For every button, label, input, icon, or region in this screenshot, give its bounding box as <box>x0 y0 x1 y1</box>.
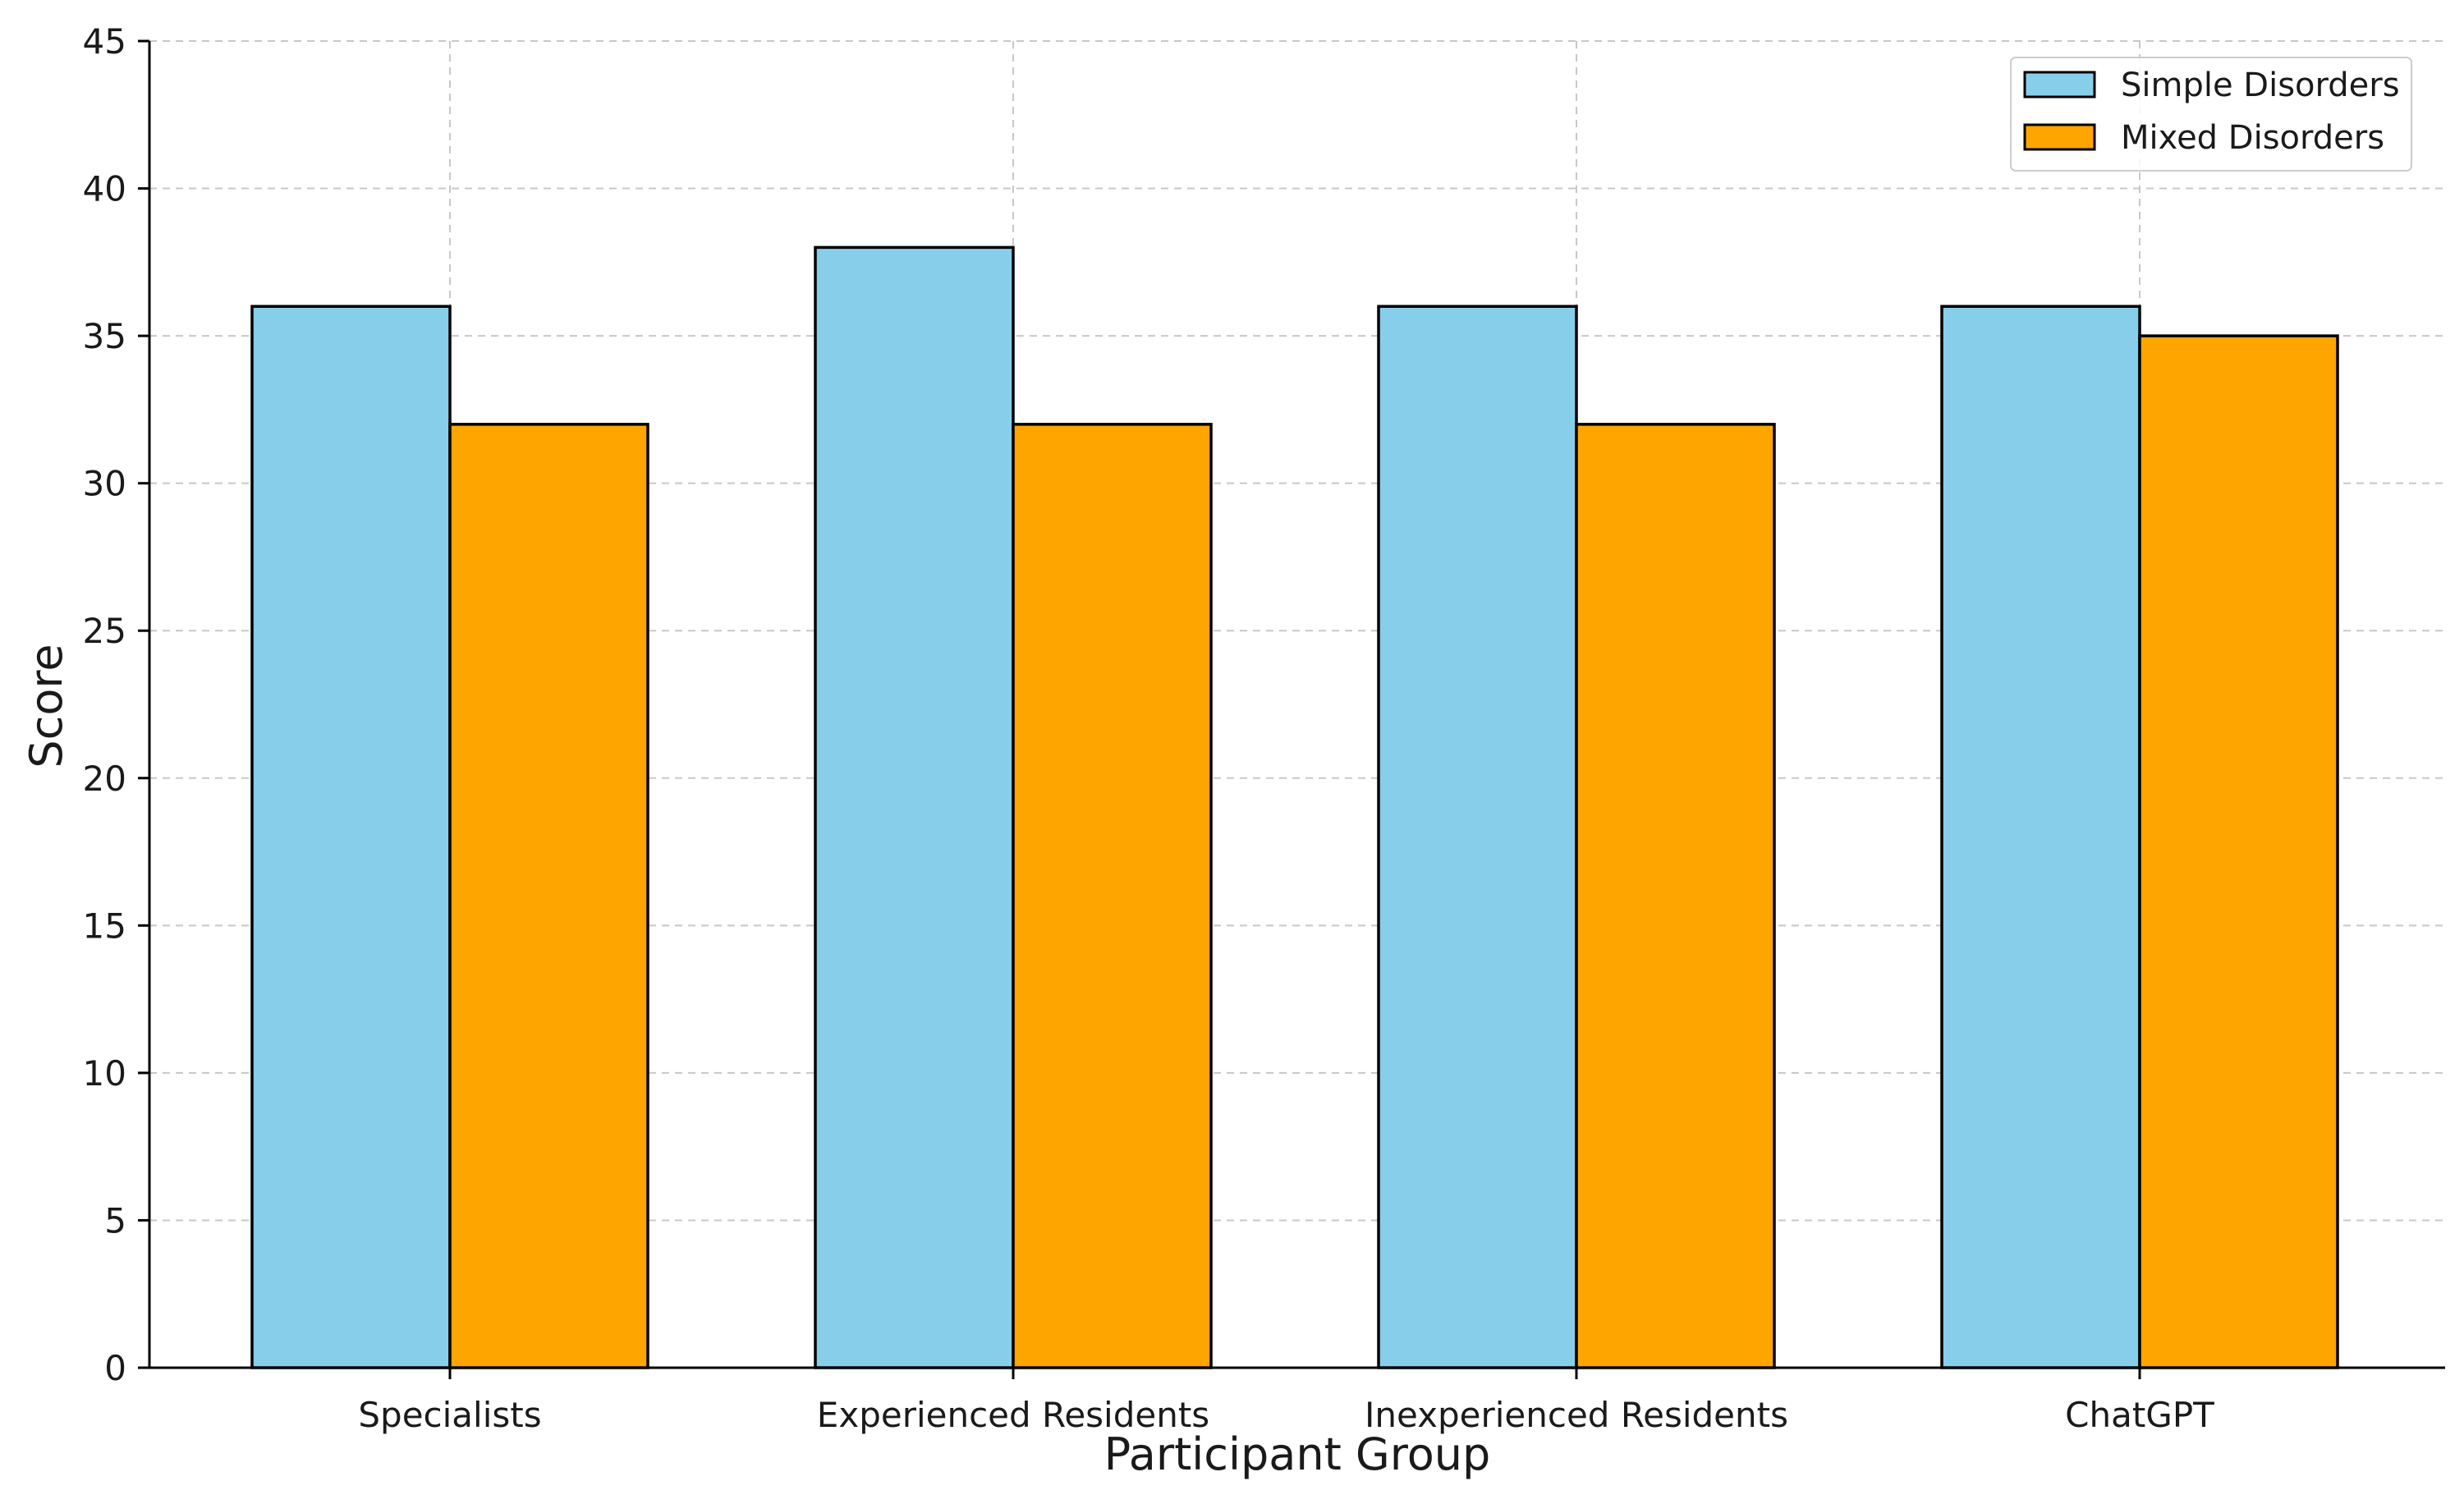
legend-swatch-mixed-disorders <box>2023 123 2096 151</box>
bar-simple-disorders-inexperienced-residents <box>1377 305 1578 1369</box>
bar-mixed-disorders-specialists <box>448 423 649 1369</box>
bar-mixed-disorders-chatgpt <box>2138 334 2339 1369</box>
legend: Simple Disorders Mixed Disorders <box>2010 57 2412 172</box>
y-tick-label-40: 40 <box>83 169 126 209</box>
y-tick-label-5: 5 <box>104 1200 126 1240</box>
legend-frame <box>2010 57 2412 172</box>
y-tick-label-0: 0 <box>104 1348 126 1388</box>
y-tick-label-30: 30 <box>83 464 126 504</box>
x-tick-label-chatgpt: ChatGPT <box>2065 1395 2214 1435</box>
axes <box>138 39 2445 1379</box>
y-tick-label-45: 45 <box>83 21 126 62</box>
bar-simple-disorders-specialists <box>250 305 452 1369</box>
x-tick-label-inexperienced-residents: Inexperienced Residents <box>1365 1395 1788 1435</box>
legend-label-simple-disorders: Simple Disorders <box>2121 66 2400 104</box>
bars <box>250 245 2339 1369</box>
x-tick-label-experienced-residents: Experienced Residents <box>817 1395 1209 1435</box>
y-tick-label-25: 25 <box>83 611 126 651</box>
y-tick-label-35: 35 <box>83 316 126 356</box>
y-tick-label-15: 15 <box>83 906 126 946</box>
y-tick-label-20: 20 <box>83 759 126 799</box>
legend-swatch-simple-disorders <box>2023 71 2096 99</box>
bar-mixed-disorders-inexperienced-residents <box>1575 423 1776 1369</box>
bar-simple-disorders-experienced-residents <box>814 245 1015 1369</box>
y-axis-label: Score <box>21 644 72 768</box>
bar-mixed-disorders-experienced-residents <box>1012 423 1213 1369</box>
x-tick-label-specialists: Specialists <box>358 1395 541 1435</box>
bar-simple-disorders-chatgpt <box>1940 305 2141 1369</box>
tick-labels: 0 5 10 15 20 25 30 35 40 45 Specialists Experienced… <box>83 21 2215 1435</box>
x-axis-label: Participant Group <box>1104 1428 1491 1480</box>
legend-label-mixed-disorders: Mixed Disorders <box>2121 119 2384 157</box>
y-tick-label-10: 10 <box>83 1053 126 1094</box>
